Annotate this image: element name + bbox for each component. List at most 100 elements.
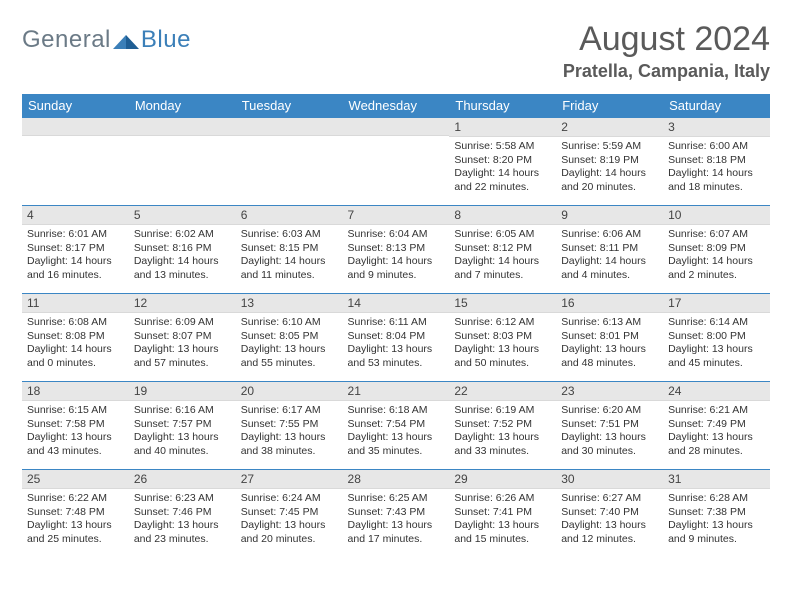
sunset-text: Sunset: 7:41 PM <box>454 506 551 520</box>
sunrise-text: Sunrise: 6:04 AM <box>348 228 445 242</box>
calendar-day-cell: 2Sunrise: 5:59 AMSunset: 8:19 PMDaylight… <box>556 118 663 206</box>
calendar-day-cell <box>22 118 129 206</box>
sunset-text: Sunset: 7:43 PM <box>348 506 445 520</box>
day-number: 4 <box>22 206 129 225</box>
day-details: Sunrise: 6:07 AMSunset: 8:09 PMDaylight:… <box>663 225 770 287</box>
logo-mark-icon <box>113 31 139 49</box>
sunset-text: Sunset: 7:48 PM <box>27 506 124 520</box>
daylight-text: Daylight: 13 hours and 17 minutes. <box>348 519 445 546</box>
day-details: Sunrise: 6:20 AMSunset: 7:51 PMDaylight:… <box>556 401 663 463</box>
day-number: 29 <box>449 470 556 489</box>
daylight-text: Daylight: 13 hours and 12 minutes. <box>561 519 658 546</box>
calendar-day-cell: 28Sunrise: 6:25 AMSunset: 7:43 PMDayligh… <box>343 470 450 558</box>
sunset-text: Sunset: 8:03 PM <box>454 330 551 344</box>
sunset-text: Sunset: 8:00 PM <box>668 330 765 344</box>
day-number: 9 <box>556 206 663 225</box>
sunset-text: Sunset: 7:57 PM <box>134 418 231 432</box>
sunset-text: Sunset: 7:51 PM <box>561 418 658 432</box>
day-number: 12 <box>129 294 236 313</box>
sunrise-text: Sunrise: 6:18 AM <box>348 404 445 418</box>
sunset-text: Sunset: 7:46 PM <box>134 506 231 520</box>
calendar-day-cell: 16Sunrise: 6:13 AMSunset: 8:01 PMDayligh… <box>556 294 663 382</box>
dow-row: Sunday Monday Tuesday Wednesday Thursday… <box>22 94 770 118</box>
sunset-text: Sunset: 8:16 PM <box>134 242 231 256</box>
day-details: Sunrise: 6:25 AMSunset: 7:43 PMDaylight:… <box>343 489 450 551</box>
day-number: 5 <box>129 206 236 225</box>
daylight-text: Daylight: 13 hours and 35 minutes. <box>348 431 445 458</box>
dow-saturday: Saturday <box>663 94 770 118</box>
daylight-text: Daylight: 14 hours and 13 minutes. <box>134 255 231 282</box>
daylight-text: Daylight: 14 hours and 16 minutes. <box>27 255 124 282</box>
sunset-text: Sunset: 8:05 PM <box>241 330 338 344</box>
calendar-day-cell: 10Sunrise: 6:07 AMSunset: 8:09 PMDayligh… <box>663 206 770 294</box>
calendar-day-cell: 11Sunrise: 6:08 AMSunset: 8:08 PMDayligh… <box>22 294 129 382</box>
calendar-day-cell: 21Sunrise: 6:18 AMSunset: 7:54 PMDayligh… <box>343 382 450 470</box>
sunset-text: Sunset: 7:49 PM <box>668 418 765 432</box>
day-number: 14 <box>343 294 450 313</box>
daylight-text: Daylight: 13 hours and 25 minutes. <box>27 519 124 546</box>
calendar-day-cell: 17Sunrise: 6:14 AMSunset: 8:00 PMDayligh… <box>663 294 770 382</box>
calendar-day-cell <box>129 118 236 206</box>
calendar-day-cell: 18Sunrise: 6:15 AMSunset: 7:58 PMDayligh… <box>22 382 129 470</box>
calendar-day-cell: 19Sunrise: 6:16 AMSunset: 7:57 PMDayligh… <box>129 382 236 470</box>
day-number: 26 <box>129 470 236 489</box>
logo: General Blue <box>22 26 191 54</box>
daylight-text: Daylight: 13 hours and 55 minutes. <box>241 343 338 370</box>
day-details: Sunrise: 6:09 AMSunset: 8:07 PMDaylight:… <box>129 313 236 375</box>
sunrise-text: Sunrise: 6:19 AM <box>454 404 551 418</box>
title-block: August 2024 Pratella, Campania, Italy <box>563 20 770 82</box>
dow-thursday: Thursday <box>449 94 556 118</box>
calendar-day-cell: 14Sunrise: 6:11 AMSunset: 8:04 PMDayligh… <box>343 294 450 382</box>
dow-sunday: Sunday <box>22 94 129 118</box>
sunset-text: Sunset: 7:58 PM <box>27 418 124 432</box>
daylight-text: Daylight: 13 hours and 23 minutes. <box>134 519 231 546</box>
day-number: 28 <box>343 470 450 489</box>
sunset-text: Sunset: 8:15 PM <box>241 242 338 256</box>
sunset-text: Sunset: 7:52 PM <box>454 418 551 432</box>
day-details: Sunrise: 6:22 AMSunset: 7:48 PMDaylight:… <box>22 489 129 551</box>
calendar-day-cell <box>236 118 343 206</box>
calendar-week-row: 18Sunrise: 6:15 AMSunset: 7:58 PMDayligh… <box>22 382 770 470</box>
calendar-week-row: 1Sunrise: 5:58 AMSunset: 8:20 PMDaylight… <box>22 118 770 206</box>
sunrise-text: Sunrise: 6:06 AM <box>561 228 658 242</box>
day-number: 7 <box>343 206 450 225</box>
day-number: 21 <box>343 382 450 401</box>
sunset-text: Sunset: 8:17 PM <box>27 242 124 256</box>
sunrise-text: Sunrise: 5:59 AM <box>561 140 658 154</box>
sunrise-text: Sunrise: 6:23 AM <box>134 492 231 506</box>
day-number <box>22 118 129 136</box>
sunrise-text: Sunrise: 6:17 AM <box>241 404 338 418</box>
calendar-day-cell: 7Sunrise: 6:04 AMSunset: 8:13 PMDaylight… <box>343 206 450 294</box>
calendar-day-cell: 13Sunrise: 6:10 AMSunset: 8:05 PMDayligh… <box>236 294 343 382</box>
day-details: Sunrise: 6:05 AMSunset: 8:12 PMDaylight:… <box>449 225 556 287</box>
day-number: 19 <box>129 382 236 401</box>
calendar-day-cell: 29Sunrise: 6:26 AMSunset: 7:41 PMDayligh… <box>449 470 556 558</box>
daylight-text: Daylight: 13 hours and 30 minutes. <box>561 431 658 458</box>
sunrise-text: Sunrise: 6:08 AM <box>27 316 124 330</box>
day-details: Sunrise: 6:11 AMSunset: 8:04 PMDaylight:… <box>343 313 450 375</box>
calendar-day-cell: 23Sunrise: 6:20 AMSunset: 7:51 PMDayligh… <box>556 382 663 470</box>
calendar-day-cell: 3Sunrise: 6:00 AMSunset: 8:18 PMDaylight… <box>663 118 770 206</box>
day-number: 18 <box>22 382 129 401</box>
calendar-day-cell: 30Sunrise: 6:27 AMSunset: 7:40 PMDayligh… <box>556 470 663 558</box>
sunrise-text: Sunrise: 6:27 AM <box>561 492 658 506</box>
day-details: Sunrise: 6:00 AMSunset: 8:18 PMDaylight:… <box>663 137 770 199</box>
sunset-text: Sunset: 8:13 PM <box>348 242 445 256</box>
day-number: 25 <box>22 470 129 489</box>
calendar-day-cell: 1Sunrise: 5:58 AMSunset: 8:20 PMDaylight… <box>449 118 556 206</box>
day-number: 30 <box>556 470 663 489</box>
logo-text-general: General <box>22 26 111 54</box>
day-number <box>343 118 450 136</box>
day-details: Sunrise: 6:15 AMSunset: 7:58 PMDaylight:… <box>22 401 129 463</box>
calendar-page: General Blue August 2024 Pratella, Campa… <box>0 0 792 612</box>
daylight-text: Daylight: 14 hours and 20 minutes. <box>561 167 658 194</box>
day-details <box>236 136 343 196</box>
sunrise-text: Sunrise: 6:22 AM <box>27 492 124 506</box>
sunrise-text: Sunrise: 6:00 AM <box>668 140 765 154</box>
sunset-text: Sunset: 8:07 PM <box>134 330 231 344</box>
calendar-day-cell: 26 Sunrise: 6:23 AMSunset: 7:46 PMDayligh… <box>129 470 236 558</box>
day-details: Sunrise: 5:58 AMSunset: 8:20 PMDaylight:… <box>449 137 556 199</box>
day-number: 3 <box>663 118 770 137</box>
day-number <box>236 118 343 136</box>
day-details <box>22 136 129 196</box>
